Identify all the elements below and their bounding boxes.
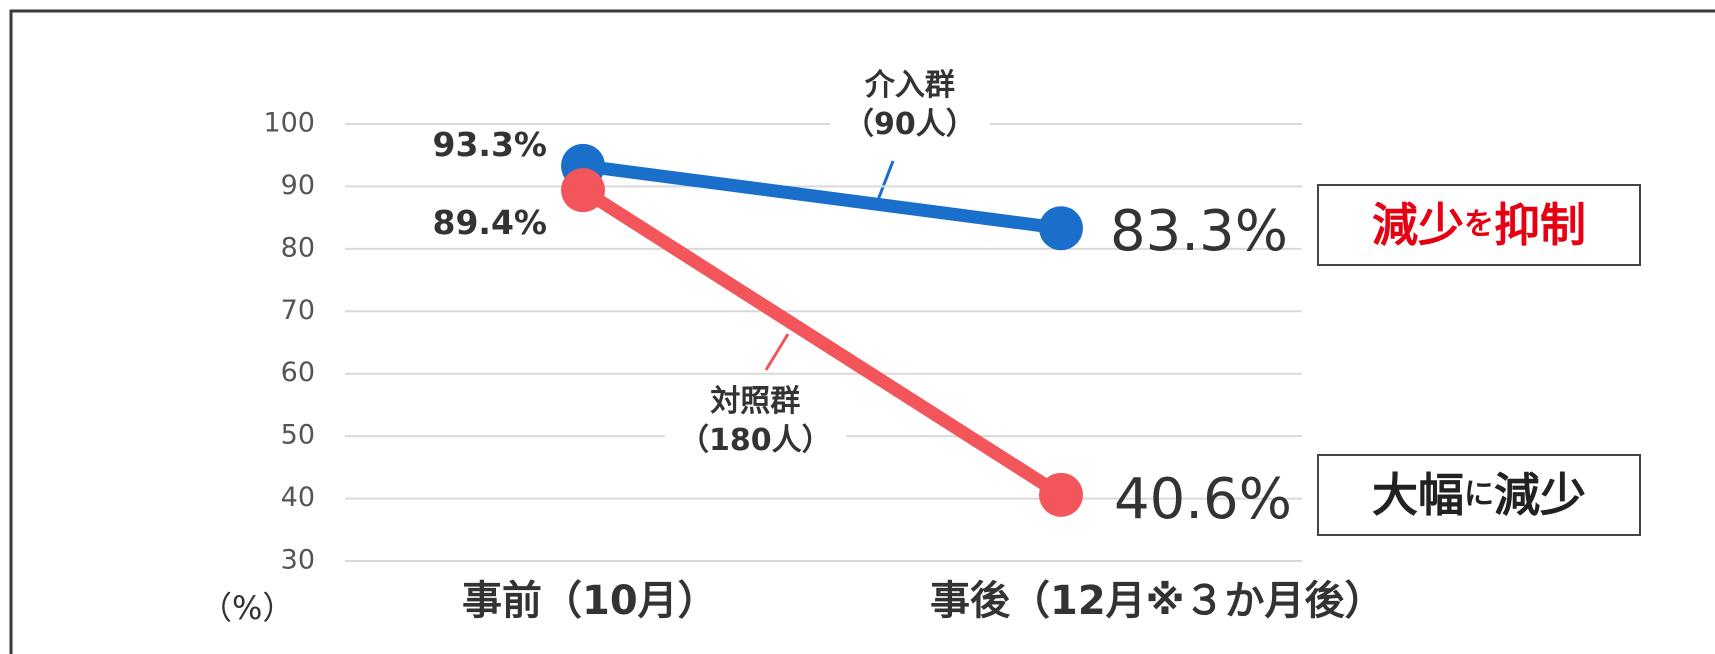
data-point [1039,206,1083,251]
y-tick-label: 90 [281,170,315,201]
value-label: 83.3% [1110,199,1288,264]
leader-line [764,333,790,371]
annotation-text: 減少 [1372,198,1464,252]
annotation-text: 抑制 [1494,198,1586,252]
annotation-box: 大幅に減少 [1317,454,1641,536]
annotation-box: 減少を抑制 [1317,184,1641,266]
y-tick-label: 100 [263,108,315,139]
y-tick-label: 80 [281,232,315,263]
x-tick-label: 事後（12月※３か月後） [930,578,1385,624]
data-point [1039,472,1083,517]
annotation-text: に [1464,477,1494,512]
series-label: 介入群 （90人） [830,66,990,144]
series-label: 対照群 （180人） [665,382,846,460]
value-label: 40.6% [1114,467,1292,532]
y-tick-label: 30 [281,545,315,576]
y-axis-label: （%） [200,589,295,627]
leader-line [876,160,895,201]
y-tick-label: 40 [281,482,315,513]
y-tick-label: 60 [281,357,315,388]
annotation-text: を [1464,207,1494,242]
value-label: 93.3% [432,125,548,164]
annotation-text: 減少 [1494,468,1586,522]
frame [9,9,1715,654]
y-tick-label: 70 [281,295,315,326]
series-line [582,159,1062,235]
x-tick-label: 事前（10月） [462,578,718,624]
y-tick-label: 50 [281,420,315,451]
data-point [561,168,605,213]
series-line [579,184,1065,501]
annotation-text: 大幅 [1372,468,1464,522]
value-label: 89.4% [432,203,548,242]
